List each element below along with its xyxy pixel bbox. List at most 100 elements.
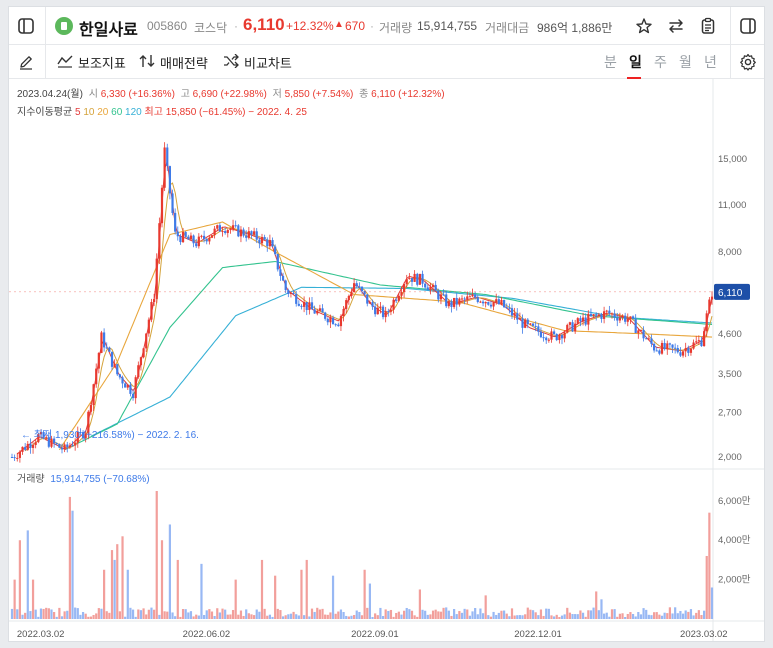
period-year[interactable]: 년 — [704, 54, 717, 70]
volume-bar — [353, 615, 356, 619]
volume-bar — [50, 609, 53, 619]
period-week[interactable]: 주 — [654, 54, 667, 70]
volume-bar — [455, 614, 458, 619]
volume-bar — [234, 579, 237, 619]
volume-bar — [500, 610, 503, 619]
star-icon[interactable] — [633, 15, 655, 37]
volume-bar — [503, 610, 506, 619]
close-label: 종 — [359, 89, 369, 100]
candle — [16, 457, 19, 459]
ma120-label: 120 — [125, 107, 142, 118]
candle — [460, 298, 464, 300]
candle — [629, 316, 632, 319]
candle — [37, 434, 40, 443]
volume-bar — [55, 616, 58, 619]
candle — [97, 352, 100, 369]
candle — [447, 301, 450, 307]
volume-bar — [134, 616, 137, 619]
volume-bar — [81, 612, 85, 619]
candle — [31, 445, 35, 448]
volume-bar — [676, 613, 679, 619]
volume-bar — [45, 607, 48, 619]
volume-bar — [237, 614, 240, 619]
volume-bar — [145, 614, 148, 619]
volume-bar — [660, 615, 664, 619]
volume-bar — [192, 616, 195, 619]
candle — [395, 299, 398, 301]
volume-bar — [695, 612, 698, 619]
volume-bar — [537, 615, 540, 619]
candle — [345, 300, 348, 310]
change-pct: +12.32% — [286, 19, 334, 33]
gear-icon[interactable] — [737, 51, 759, 73]
candle — [221, 231, 224, 233]
candle — [29, 443, 32, 448]
period-minute[interactable]: 분 — [604, 54, 617, 70]
volume-bar — [400, 614, 403, 619]
candle — [389, 309, 393, 312]
candle — [116, 364, 119, 375]
volume-bar — [213, 615, 216, 619]
volume-bar — [174, 616, 177, 619]
close-value: 6,110 (+12.32%) — [371, 89, 445, 100]
volume-bar — [105, 611, 108, 619]
dot-separator: · — [234, 19, 238, 33]
candle — [581, 317, 585, 322]
volume-bar — [629, 612, 632, 619]
volume-bar — [245, 609, 248, 619]
candle — [497, 299, 500, 304]
candle — [89, 404, 93, 412]
high-value: 6,690 (+22.98%) — [192, 89, 267, 100]
candle — [466, 296, 469, 300]
candle — [674, 347, 677, 349]
candle — [326, 318, 329, 323]
candle — [339, 316, 343, 327]
volume-bar — [521, 615, 524, 619]
candle — [176, 231, 179, 237]
volume-bar — [347, 616, 350, 619]
volume-bar — [63, 611, 66, 619]
indicator-button[interactable]: 보조지표 — [57, 52, 126, 72]
volume-bar — [221, 608, 224, 619]
volume-bar — [621, 613, 624, 619]
candle — [292, 292, 295, 294]
candle — [455, 297, 458, 305]
volume-bar — [189, 611, 193, 619]
strategy-label: 매매전략 — [160, 55, 208, 71]
candle — [392, 299, 395, 310]
volume-bar — [200, 563, 203, 619]
clipboard-icon[interactable] — [697, 15, 719, 37]
candle — [500, 299, 503, 304]
volume-bar — [655, 612, 658, 619]
candle — [495, 299, 498, 303]
period-day[interactable]: 일 — [629, 54, 642, 70]
volume-bar — [166, 611, 169, 619]
volume-bar — [403, 610, 406, 619]
candle — [487, 301, 490, 305]
chart-window: 한일사료 005860 코스닥 · 6,110 +12.32% ▲ 670 · … — [8, 6, 765, 642]
candle — [592, 314, 595, 316]
candle — [439, 294, 443, 300]
volume-bar — [389, 609, 393, 619]
panel-right-icon[interactable] — [737, 15, 759, 37]
candle — [637, 330, 640, 334]
strategy-button[interactable]: 매매전략 — [139, 52, 208, 72]
volume-bar — [205, 610, 208, 619]
swap-icon[interactable] — [665, 15, 687, 37]
volume-bar — [10, 608, 14, 619]
candle — [626, 318, 629, 322]
volume-bar — [147, 609, 150, 619]
price-chart[interactable]: 15,00011,0008,0006,0004,6003,5002,7002,0… — [9, 79, 764, 641]
stock-name[interactable]: 한일사료 — [79, 22, 138, 39]
candle — [60, 447, 64, 450]
up-arrow-icon: ▲ — [334, 19, 344, 30]
panel-left-icon[interactable] — [15, 15, 37, 37]
candle — [431, 284, 435, 287]
candle — [160, 187, 164, 224]
candle — [250, 231, 253, 235]
candle — [347, 296, 350, 301]
y-tick-label: 11,000 — [718, 200, 746, 211]
period-month[interactable]: 월 — [679, 54, 692, 70]
compare-button[interactable]: 비교차트 — [223, 52, 292, 72]
pencil-icon[interactable] — [15, 51, 37, 73]
